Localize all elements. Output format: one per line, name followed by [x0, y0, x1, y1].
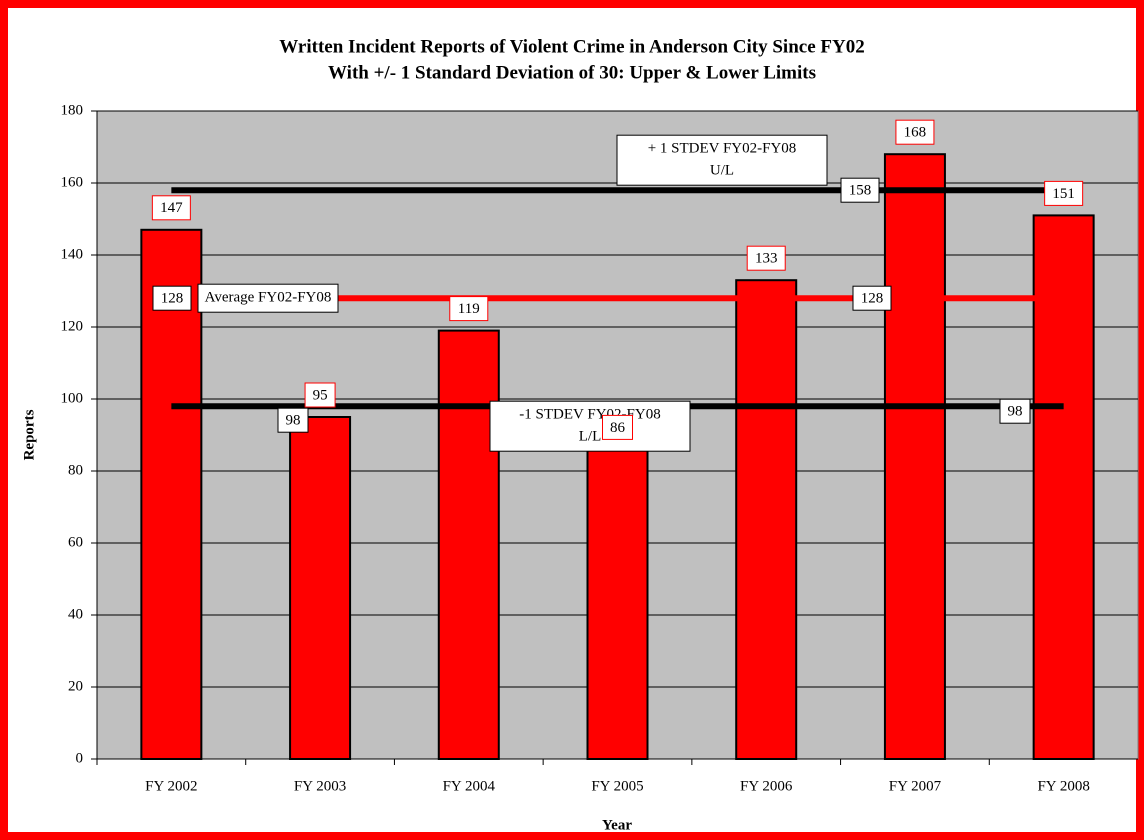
value-label: 98	[1008, 404, 1023, 420]
bar	[883, 153, 946, 760]
chart-subtitle: With +/- 1 Standard Deviation of 30: Upp…	[328, 62, 816, 83]
value-label: 133	[755, 251, 778, 267]
reference-label: -1 STDEV FY02-FY08	[519, 407, 660, 423]
y-tick-label: 180	[61, 102, 84, 118]
value-label-box	[449, 296, 489, 322]
value-label-box	[277, 407, 309, 433]
value-label: 168	[904, 125, 927, 141]
reference-label-box	[616, 134, 828, 186]
reference-label: + 1 STDEV FY02-FY08	[648, 141, 797, 157]
value-label-box	[999, 398, 1031, 424]
bar	[289, 416, 352, 760]
y-tick-label: 120	[61, 318, 84, 334]
value-label-box	[152, 285, 192, 311]
x-tick-label: FY 2002	[145, 778, 197, 794]
value-label-box	[304, 382, 336, 408]
value-label: 128	[861, 291, 884, 307]
value-label-box	[746, 245, 786, 271]
value-label: 95	[313, 387, 328, 403]
bar	[140, 228, 203, 761]
value-label: 128	[161, 291, 184, 307]
value-label: 119	[458, 301, 480, 317]
chart-title: Written Incident Reports of Violent Crim…	[279, 36, 864, 57]
y-tick-label: 0	[76, 750, 84, 766]
x-tick-label: FY 2004	[443, 778, 496, 794]
bar	[735, 279, 798, 760]
value-label-box	[1044, 180, 1084, 206]
value-label-box	[852, 285, 892, 311]
value-label-box	[895, 119, 935, 145]
y-tick-label: 140	[61, 246, 84, 262]
value-label: 151	[1052, 186, 1075, 202]
y-tick-label: 60	[68, 534, 83, 550]
y-tick-label: 160	[61, 174, 84, 190]
value-label: 147	[160, 200, 183, 216]
reference-label-box	[489, 400, 691, 452]
reference-label: Average FY02-FY08	[205, 290, 332, 306]
reference-label-box	[197, 283, 339, 313]
bar	[586, 448, 649, 760]
bar	[437, 329, 500, 760]
x-tick-label: FY 2003	[294, 778, 346, 794]
x-tick-label: FY 2005	[591, 778, 643, 794]
x-tick-label: FY 2007	[889, 778, 942, 794]
y-axis-title: Reports	[21, 409, 37, 460]
x-tick-label: FY 2006	[740, 778, 793, 794]
y-tick-label: 80	[68, 462, 83, 478]
value-label: 98	[286, 413, 301, 429]
value-label-box	[840, 177, 880, 203]
value-label-box	[151, 195, 191, 221]
y-tick-label: 100	[61, 390, 84, 406]
value-label-box	[602, 414, 633, 440]
x-axis-title: Year	[602, 817, 632, 833]
value-label: 86	[610, 420, 626, 436]
y-tick-label: 40	[68, 606, 83, 622]
value-label: 158	[849, 183, 872, 199]
x-tick-label: FY 2008	[1037, 778, 1089, 794]
reference-label: U/L	[710, 163, 734, 179]
bar	[1032, 214, 1095, 760]
reference-label: L/L	[579, 429, 602, 445]
y-tick-label: 20	[68, 678, 83, 694]
